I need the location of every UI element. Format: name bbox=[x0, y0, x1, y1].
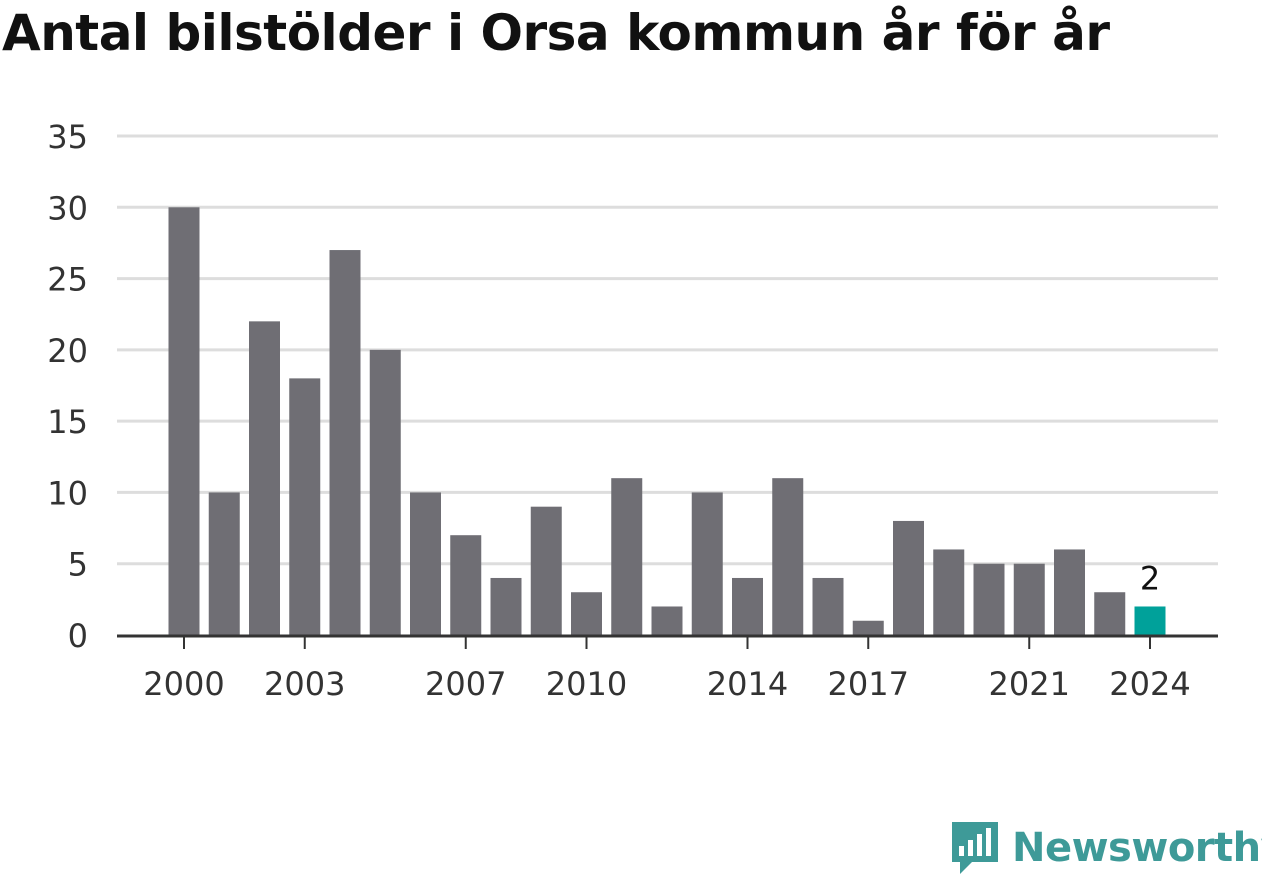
bars bbox=[168, 207, 1166, 636]
brand-name: Newsworthy bbox=[1012, 825, 1262, 871]
bar bbox=[249, 321, 280, 635]
y-tick-label: 0 bbox=[68, 617, 88, 655]
bar bbox=[933, 549, 965, 635]
x-tick-label: 2010 bbox=[546, 665, 627, 703]
y-tick-label: 30 bbox=[47, 189, 88, 227]
bar bbox=[1013, 563, 1045, 635]
x-tick-label: 2007 bbox=[425, 665, 506, 703]
bar bbox=[812, 577, 844, 635]
y-tick-label: 10 bbox=[47, 474, 88, 512]
annotations: 2 bbox=[1140, 559, 1160, 597]
x-tick-label: 2000 bbox=[143, 665, 224, 703]
bar bbox=[1054, 549, 1085, 635]
bar bbox=[852, 620, 884, 635]
bar bbox=[893, 520, 924, 635]
x-axis: 2000 2003 2007 2010 2014 2017 2021 2024 bbox=[117, 634, 1218, 703]
gridlines bbox=[117, 134, 1218, 566]
bar bbox=[611, 478, 643, 635]
x-tick-label: 2017 bbox=[828, 665, 909, 703]
bar bbox=[973, 563, 1005, 635]
bar bbox=[450, 535, 482, 635]
bar bbox=[369, 349, 401, 635]
y-tick-label: 20 bbox=[47, 332, 88, 370]
bar bbox=[732, 577, 763, 635]
bar bbox=[571, 592, 602, 635]
bar bbox=[208, 492, 240, 635]
chart-title: Antal bilstölder i Orsa kommun år för år bbox=[2, 4, 1110, 62]
bar bbox=[651, 606, 683, 635]
x-tick-label: 2003 bbox=[264, 665, 345, 703]
bar bbox=[168, 207, 200, 636]
bar bbox=[691, 492, 723, 635]
x-tick-label: 2024 bbox=[1109, 665, 1190, 703]
brand-logo: Newsworthy bbox=[950, 818, 1262, 878]
bar bbox=[1094, 592, 1126, 635]
bar bbox=[530, 506, 562, 635]
x-tick-label: 2021 bbox=[989, 665, 1070, 703]
bar bbox=[289, 378, 321, 635]
y-axis: 0 5 10 15 20 25 30 35 bbox=[47, 118, 88, 655]
bar bbox=[1134, 606, 1166, 635]
y-tick-label: 35 bbox=[47, 118, 88, 156]
y-tick-label: 25 bbox=[47, 261, 88, 299]
bar bbox=[772, 478, 804, 635]
x-tick-label: 2014 bbox=[707, 665, 788, 703]
bar bbox=[410, 492, 441, 635]
y-tick-label: 5 bbox=[68, 546, 88, 584]
chart-speech-bubble-icon bbox=[952, 822, 998, 874]
bar bbox=[329, 250, 361, 636]
bar bbox=[490, 577, 522, 635]
highlight-data-label: 2 bbox=[1140, 559, 1160, 597]
y-tick-label: 15 bbox=[47, 403, 88, 441]
